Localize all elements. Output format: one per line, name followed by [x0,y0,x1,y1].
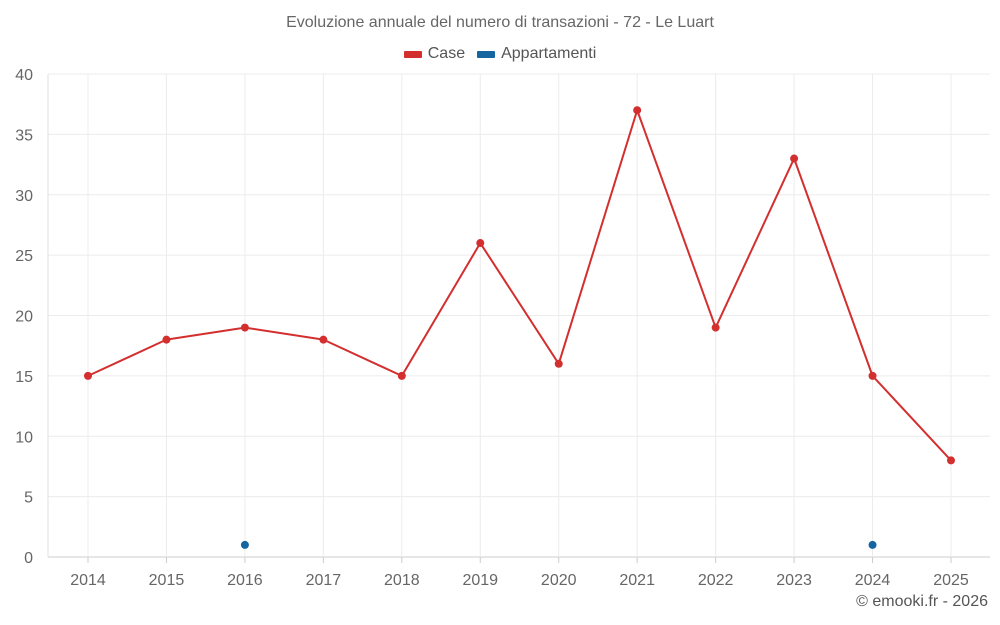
chart-title: Evoluzione annuale del numero di transaz… [286,14,714,31]
legend-item-appartamenti[interactable]: Appartamenti [477,45,596,63]
legend: Case Appartamenti [0,45,1000,63]
x-tick-label: 2019 [462,572,498,589]
x-tick-label: 2022 [698,572,734,589]
data-point-appartamenti-2024 [868,540,877,549]
data-point-case-2020 [554,359,563,368]
data-point-case-2018 [397,371,406,380]
data-point-case-2024 [868,371,877,380]
y-tick-label: 35 [15,127,33,144]
x-tick-label: 2023 [776,572,812,589]
y-tick-label: 15 [15,369,33,386]
x-tick-label: 2016 [227,572,263,589]
x-tick-label: 2020 [541,572,577,589]
x-tick-label: 2024 [855,572,891,589]
data-point-case-2015 [162,335,171,344]
legend-label-case: Case [427,45,466,62]
y-tick-label: 25 [15,248,33,265]
legend-label-appartamenti: Appartamenti [501,45,597,62]
y-tick-label: 0 [24,550,33,567]
x-tick-label: 2014 [70,572,106,589]
x-tick-label: 2017 [306,572,342,589]
x-tick-label: 2018 [384,572,420,589]
data-point-appartamenti-2016 [240,540,249,549]
data-point-case-2021 [633,106,642,115]
y-tick-label: 5 [24,490,33,507]
y-tick-label: 10 [15,429,33,446]
y-tick-label: 30 [15,188,33,205]
legend-item-case[interactable]: Case [403,45,466,63]
series-line-case [87,109,952,462]
x-tick-label: 2021 [619,572,655,589]
legend-swatch-appartamenti [477,50,496,58]
legend-swatch-case [403,50,422,58]
x-tick-label: 2015 [149,572,185,589]
y-tick-label: 40 [15,67,33,84]
data-point-case-2023 [790,154,799,163]
data-point-case-2025 [947,456,955,465]
y-tick-label: 20 [15,309,33,326]
data-point-case-2014 [84,371,92,380]
data-point-case-2016 [240,323,249,332]
copyright-credit: © emooki.fr - 2026 [856,593,988,610]
x-tick-label: 2025 [933,572,969,589]
data-point-case-2017 [319,335,328,344]
data-point-case-2022 [711,323,720,332]
data-point-case-2019 [476,239,485,248]
